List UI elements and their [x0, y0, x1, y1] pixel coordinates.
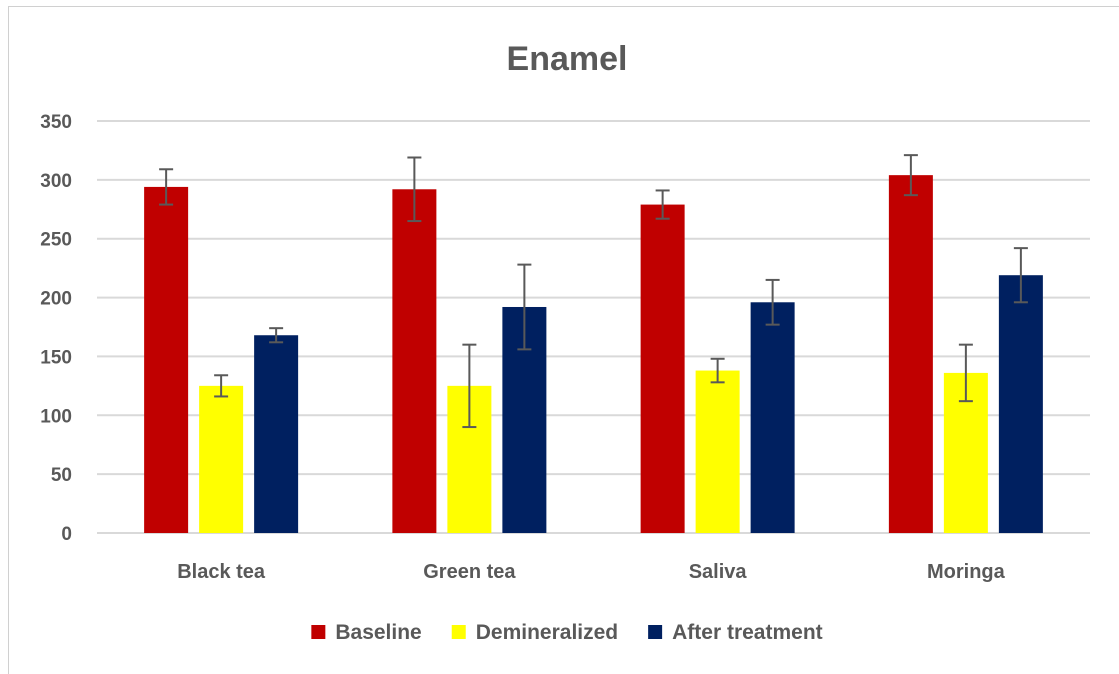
- x-category-label: Green tea: [423, 561, 516, 583]
- gridlines: [97, 120, 1090, 534]
- error-bar: [903, 154, 918, 197]
- legend-label: After treatment: [672, 621, 823, 644]
- y-tick-label: 250: [40, 230, 72, 251]
- bar-after-treatment-black-tea: [254, 335, 299, 533]
- error-bar: [517, 263, 532, 351]
- legend-label: Baseline: [335, 621, 421, 644]
- error-bar: [1013, 247, 1028, 304]
- legend-swatch: [311, 625, 326, 639]
- bar-baseline-green-tea: [392, 189, 437, 533]
- legend-swatch: [648, 625, 663, 639]
- bar-demineralized-black-tea: [199, 385, 244, 533]
- error-bar: [214, 374, 229, 398]
- bars: [144, 175, 1043, 534]
- y-tick-label: 50: [51, 465, 72, 486]
- error-bar: [462, 343, 477, 429]
- error-bars: [159, 154, 1028, 429]
- x-category-label: Saliva: [689, 561, 748, 583]
- legend: Baseline Demineralized After treatment: [311, 621, 823, 644]
- bar-baseline-saliva: [640, 204, 685, 533]
- y-tick-label: 100: [40, 406, 72, 427]
- bar-demineralized-saliva: [695, 370, 740, 533]
- x-axis-category-labels: Black tea Green tea Saliva Moringa: [177, 561, 1005, 583]
- chart-frame: [8, 6, 1119, 674]
- bar-after-treatment-saliva: [750, 302, 795, 533]
- error-bar: [407, 156, 422, 223]
- error-bar: [710, 357, 725, 384]
- y-tick-label: 200: [40, 289, 72, 310]
- error-bar: [958, 343, 973, 403]
- bar-after-treatment-moringa: [998, 275, 1043, 533]
- y-tick-label: 0: [61, 524, 72, 545]
- chart-title: Enamel: [507, 40, 628, 78]
- y-axis-tick-labels: 0 50 100 150 200 250 300 350: [40, 112, 72, 545]
- error-bar: [159, 168, 174, 206]
- legend-item-baseline: Baseline: [311, 621, 422, 644]
- legend-item-after-treatment: After treatment: [648, 621, 823, 644]
- x-category-label: Black tea: [177, 561, 266, 583]
- error-bar: [765, 278, 780, 326]
- bar-baseline-black-tea: [144, 186, 189, 534]
- legend-item-demineralized: Demineralized: [451, 621, 618, 644]
- legend-label: Demineralized: [476, 621, 618, 644]
- y-tick-label: 350: [40, 112, 72, 133]
- y-tick-label: 300: [40, 171, 72, 192]
- y-tick-label: 150: [40, 347, 72, 368]
- x-category-label: Moringa: [927, 561, 1006, 583]
- error-bar: [269, 327, 284, 344]
- error-bar: [655, 189, 670, 220]
- legend-swatch: [451, 625, 466, 639]
- bar-baseline-moringa: [888, 175, 933, 534]
